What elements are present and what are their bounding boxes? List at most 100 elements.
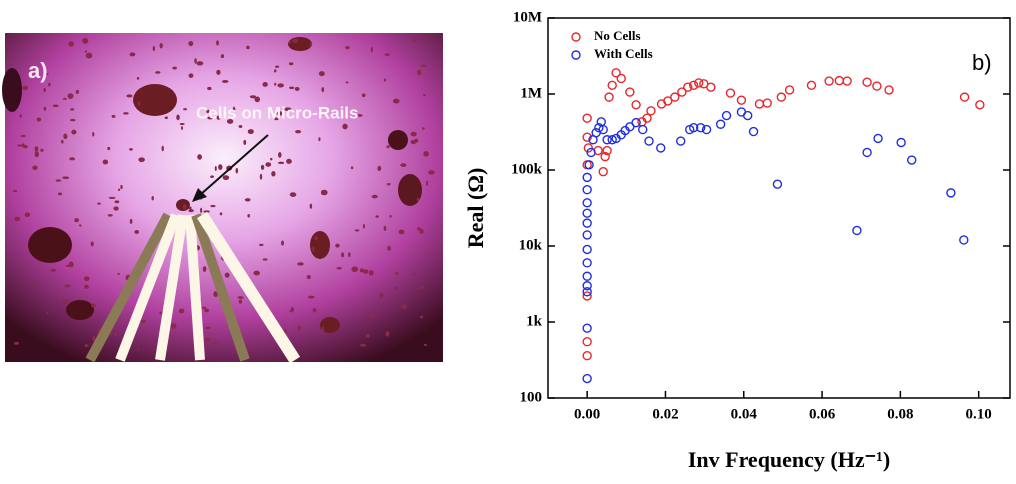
marker [872,81,882,91]
legend-label: No Cells [594,28,641,43]
speckle [423,151,429,157]
speckle [102,159,109,165]
speckle [423,94,426,97]
speckle [294,86,300,91]
x-tick-label: 0.10 [966,406,992,422]
speckle [107,214,113,217]
speckle [126,94,133,98]
marker [896,137,906,148]
marker [842,76,852,86]
speckle [152,46,155,52]
speckle [336,267,342,270]
speckle [62,299,69,305]
speckle [422,127,425,130]
speckle [55,179,62,182]
speckle [243,139,247,145]
speckle [180,126,183,130]
speckle [392,98,400,104]
speckle [274,82,277,86]
speckle [356,114,363,117]
marker [644,136,654,146]
speckle [350,166,354,170]
speckle [226,118,234,124]
speckle [43,87,46,93]
marker [824,76,834,86]
marker [582,351,592,361]
speckle [389,214,392,218]
speckle [246,45,250,50]
marker [631,117,641,128]
speckle [43,106,47,111]
speckle [271,171,276,177]
arrow-head [192,188,207,202]
marker [683,82,693,92]
speckle [197,154,202,160]
speckle [412,38,416,43]
speckle [348,252,351,258]
speckle [286,158,292,164]
speckle [123,112,129,115]
marker [676,136,686,146]
speckle [45,72,49,76]
marker [946,188,956,198]
speckle [188,73,194,78]
marker [852,225,862,236]
marker [772,179,783,189]
speckle [200,207,203,213]
marker [736,95,747,105]
speckle [259,243,264,247]
x-tick-label: 0.04 [731,406,758,422]
speckle [362,224,366,229]
speckle [320,189,328,196]
marker [884,85,894,95]
speckle [79,224,82,227]
speckle [34,151,39,158]
marker [625,122,635,132]
marker [642,113,652,123]
speckle [295,130,302,134]
speckle [292,39,297,43]
speckle [288,41,291,44]
marker [602,135,612,145]
speckle [214,166,217,172]
speckle [262,82,268,87]
speckle [379,292,384,298]
marker [742,110,753,121]
speckle [417,69,422,76]
marker [706,82,716,92]
speckle [63,97,67,101]
marker [607,135,617,145]
speckle [289,309,293,313]
speckle [369,313,376,319]
speckle [69,108,75,111]
speckle [345,46,350,50]
chart: 100 1k 10k 100k 1M 10M 0.00 0.02 0.04 0.06 0.08 0.1… [463,9,1011,472]
speckle [68,261,74,268]
x-tick-label: 0.00 [574,406,600,422]
speckle [341,252,345,258]
speckle [70,118,76,122]
speckle [212,342,219,345]
speckle [284,328,287,334]
marker [656,143,666,153]
x-tick-label: 0.08 [887,406,913,422]
marker [583,143,594,153]
speckle [417,227,421,231]
marker [721,110,732,121]
speckle [314,236,318,240]
marker [694,78,704,88]
speckle [57,192,63,196]
marker [959,235,969,245]
marker [594,123,604,133]
speckle [75,89,80,94]
speckle [216,115,221,120]
speckle [21,143,25,148]
speckle [97,202,101,205]
speckle [71,129,77,135]
speckle [247,214,251,218]
speckle [254,96,261,103]
speckle [12,190,18,193]
speckle [216,40,219,46]
marker [631,100,641,110]
speckle [111,114,116,118]
